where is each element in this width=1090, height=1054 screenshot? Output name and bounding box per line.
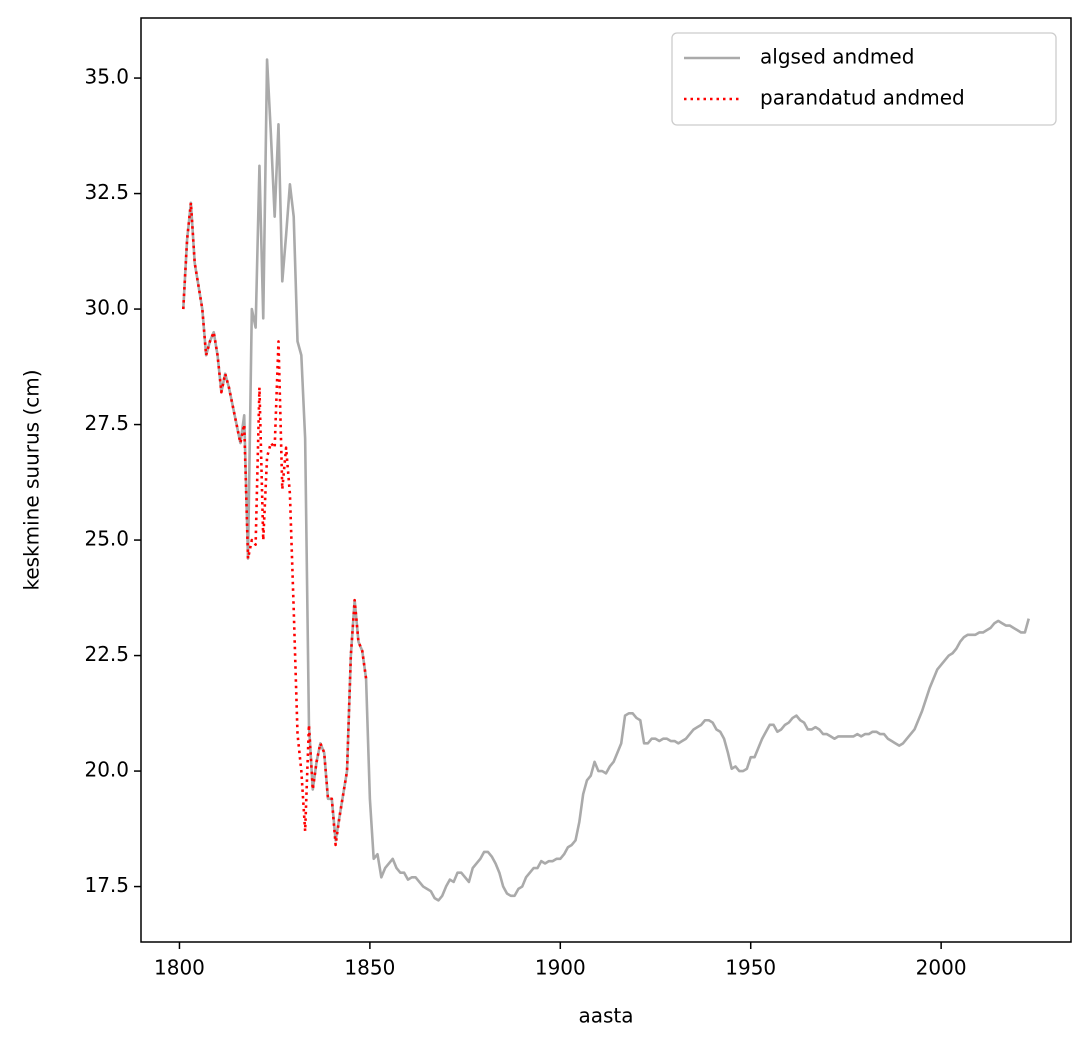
x-axis-label: aasta — [578, 1004, 633, 1028]
x-tick-label: 1800 — [154, 956, 205, 980]
legend-label: algsed andmed — [760, 45, 914, 69]
y-tick-label: 22.5 — [84, 642, 129, 666]
y-axis-label: keskmine suurus (cm) — [20, 369, 44, 590]
y-tick-label: 25.0 — [84, 527, 129, 551]
data-line — [181, 58, 1030, 902]
y-tick-label: 27.5 — [84, 411, 129, 435]
x-tick-label: 1900 — [535, 956, 586, 980]
y-tick-label: 30.0 — [84, 296, 129, 320]
y-tick-label: 17.5 — [84, 873, 129, 897]
legend-box — [671, 32, 1057, 126]
x-tick-label: 1950 — [725, 956, 776, 980]
legend-label: parandatud andmed — [760, 86, 965, 110]
plot-frame — [140, 17, 1072, 943]
y-tick-label: 32.5 — [84, 180, 129, 204]
data-line — [181, 201, 368, 847]
y-tick-label: 20.0 — [84, 758, 129, 782]
y-tick-label: 35.0 — [84, 65, 129, 89]
x-tick-label: 2000 — [916, 956, 967, 980]
x-tick-label: 1850 — [344, 956, 395, 980]
